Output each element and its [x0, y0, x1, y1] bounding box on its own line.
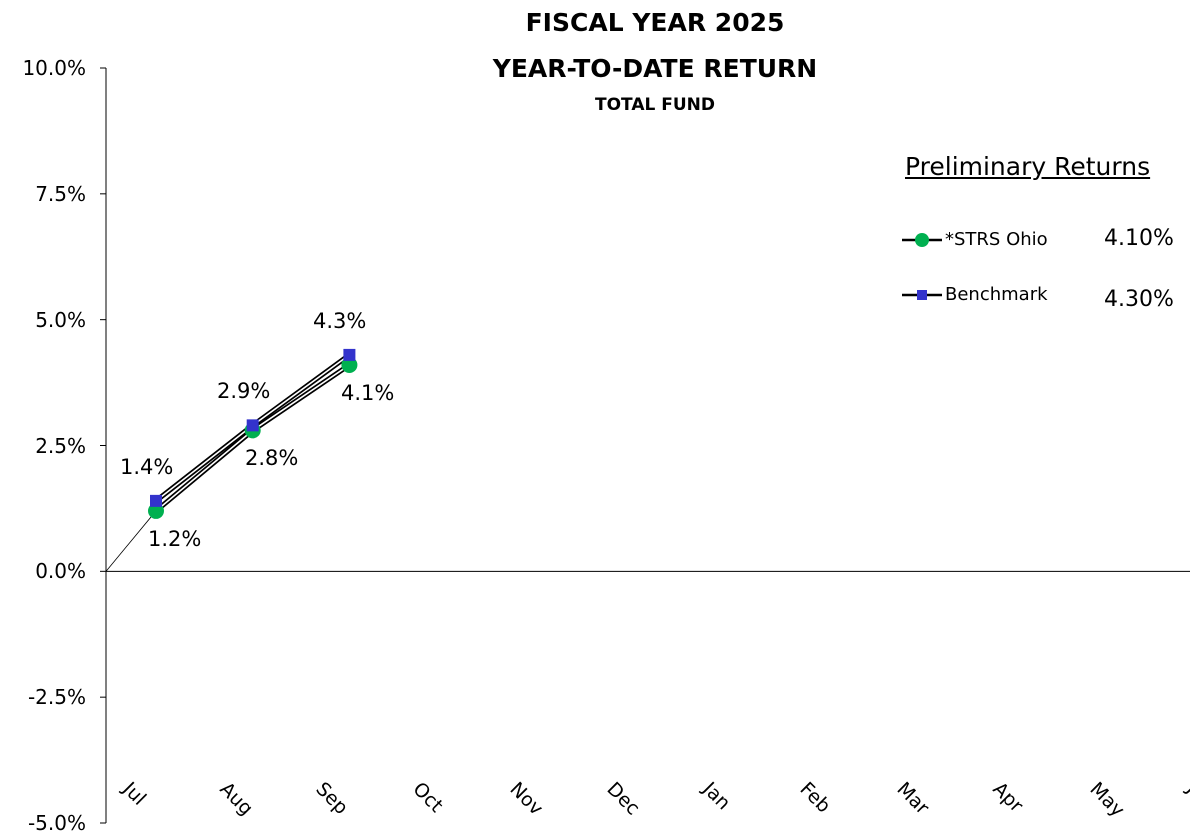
legend-label-benchmark: Benchmark: [945, 284, 1048, 305]
data-label-benchmark: 1.4%: [120, 455, 174, 479]
legend-heading: Preliminary Returns: [905, 152, 1151, 181]
y-tick-label: 5.0%: [35, 308, 86, 332]
chart-title-line-2: YEAR-TO-DATE RETURN: [492, 54, 818, 83]
data-point-strs-ohio: [341, 356, 358, 373]
chart-title-line-1: FISCAL YEAR 2025: [525, 8, 785, 37]
legend-swatch-benchmark: [917, 290, 927, 300]
data-point-benchmark: [150, 494, 162, 507]
legend-swatch-strs-ohio: [915, 233, 929, 247]
legend-label-strs-ohio: *STRS Ohio: [945, 229, 1048, 250]
data-label-strs-ohio: 2.8%: [245, 446, 299, 470]
data-label-benchmark: 4.3%: [313, 309, 367, 333]
data-point-strs-ohio: [148, 502, 164, 519]
chart-subtitle: TOTAL FUND: [595, 95, 715, 115]
origin-connector-line: [105, 510, 157, 572]
y-tick-label: 7.5%: [35, 182, 86, 206]
y-tick-label: 2.5%: [35, 434, 86, 458]
data-label-strs-ohio: 1.2%: [148, 527, 202, 551]
data-point-benchmark: [246, 419, 259, 432]
y-tick-label: -2.5%: [27, 685, 86, 709]
data-point-benchmark: [343, 348, 356, 361]
data-label-benchmark: 2.9%: [217, 379, 271, 403]
y-tick-label: -5.0%: [27, 811, 86, 835]
data-label-strs-ohio: 4.1%: [341, 381, 395, 405]
legend-value-benchmark: 4.30%: [1104, 287, 1174, 312]
y-tick-label: 10.0%: [22, 56, 86, 80]
y-tick-label: 0.0%: [35, 559, 86, 583]
legend-value-strs-ohio: 4.10%: [1104, 226, 1174, 251]
